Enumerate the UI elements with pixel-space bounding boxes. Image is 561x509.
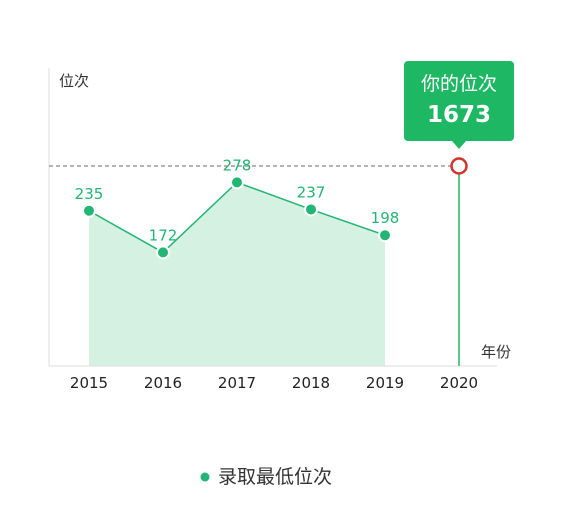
- data-point-2019[interactable]: [378, 228, 392, 243]
- data-point-2018[interactable]: [304, 202, 318, 217]
- callout-pointer: [452, 141, 466, 149]
- x-tick-label-2015: 2015: [70, 374, 108, 392]
- data-label-2015: 235: [75, 185, 104, 203]
- series-area: [89, 182, 385, 366]
- callout-value: 1673: [427, 102, 491, 128]
- area-layer: [89, 182, 385, 366]
- x-tick-label-2017: 2017: [218, 374, 256, 392]
- x-tick-label-2016: 2016: [144, 374, 182, 392]
- reference-layer: 你的位次 1673: [49, 61, 514, 366]
- data-label-2016: 172: [149, 226, 178, 244]
- data-label-2019: 198: [371, 209, 400, 227]
- x-tick-label-2018: 2018: [292, 374, 330, 392]
- legend-marker: [200, 472, 210, 482]
- x-tick-label-2020: 2020: [440, 374, 478, 392]
- data-point-2015[interactable]: [82, 203, 96, 218]
- label-layer: 235 172 278 237 198: [75, 156, 400, 244]
- x-tick-label-2019: 2019: [366, 374, 404, 392]
- data-point-2016[interactable]: [156, 245, 170, 260]
- tick-layer: 2015 2016 2017 2018 2019 2020: [70, 374, 478, 392]
- point-layer: [82, 175, 392, 260]
- legend-label: 录取最低位次: [218, 466, 332, 488]
- data-label-2017: 278: [223, 156, 252, 174]
- data-label-2018: 237: [297, 183, 326, 201]
- data-point-2017[interactable]: [230, 175, 244, 190]
- callout-box: [404, 61, 514, 141]
- legend[interactable]: 录取最低位次: [200, 466, 333, 488]
- reference-marker[interactable]: [450, 157, 468, 175]
- callout-title: 你的位次: [421, 73, 497, 95]
- x-axis-title: 年份: [481, 343, 511, 361]
- y-axis-title: 位次: [59, 72, 89, 90]
